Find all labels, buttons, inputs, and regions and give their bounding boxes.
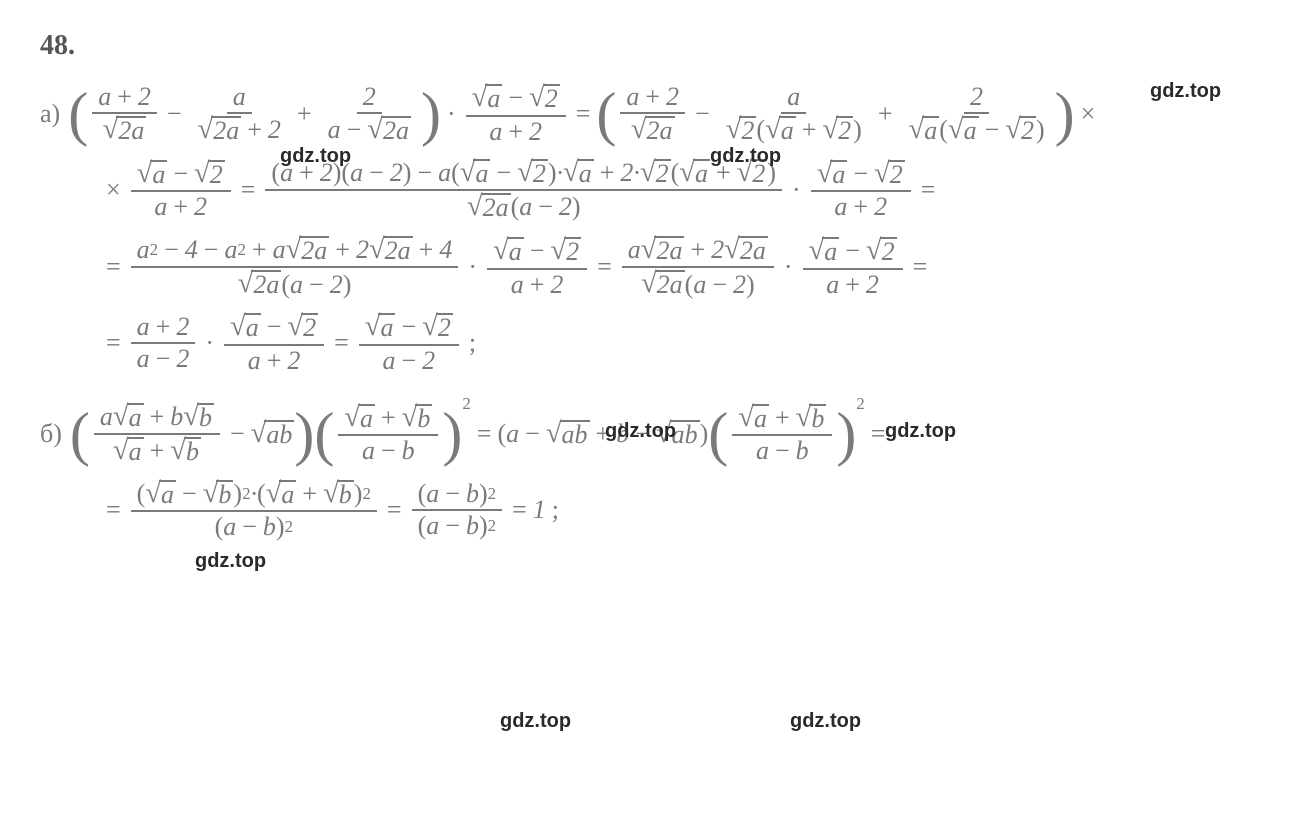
watermark: gdz.top: [605, 420, 676, 443]
open-paren: (: [708, 401, 728, 468]
fraction: √a−√2 a+2: [466, 82, 566, 147]
open-paren: (: [68, 82, 88, 147]
close-paren: ): [836, 401, 856, 468]
fraction: a+2 √2a: [92, 82, 157, 147]
fraction: √a+√b a−b: [732, 402, 832, 467]
fraction: (a−b)2 (a−b)2: [412, 479, 502, 541]
watermark: gdz.top: [710, 145, 781, 168]
fraction: a+2 √2a: [620, 82, 685, 147]
watermark: gdz.top: [790, 710, 861, 733]
watermark: gdz.top: [885, 420, 956, 443]
part-b-line-2: = (√a−√b)2·(√a+√b)2 (a−b)2 = (a−b)2 (a−b…: [100, 478, 1255, 543]
fraction: 2 a−√2a: [322, 82, 417, 147]
fraction: a√a+b√b √a+√b: [94, 401, 220, 468]
part-b-label: б): [40, 421, 62, 447]
open-paren: (: [70, 401, 90, 468]
close-paren: ): [1055, 82, 1075, 147]
fraction: √a−√2 a+2: [131, 158, 231, 223]
fraction: √a−√2 a+2: [811, 158, 911, 223]
fraction: 2 √a(√a−√2): [902, 82, 1050, 147]
fraction: a √2a+2: [192, 82, 287, 147]
fraction: a √2(√a+√2): [720, 82, 868, 147]
close-paren: ): [294, 401, 314, 468]
fraction: a+2 a−2: [131, 312, 196, 374]
part-a-line-3: = a2−4−a2+a√2a+2√2a+4 √2a(a−2) · √a−√2 a…: [100, 234, 1255, 301]
fraction: √a−√2 a+2: [224, 311, 324, 376]
watermark: gdz.top: [195, 550, 266, 573]
fraction: √a−√2 a+2: [803, 235, 903, 300]
fraction: (√a−√b)2·(√a+√b)2 (a−b)2: [131, 478, 377, 543]
close-paren: ): [442, 401, 462, 468]
open-paren: (: [314, 401, 334, 468]
fraction: a√2a+2√2a √2a(a−2): [622, 234, 774, 301]
fraction: √a−√2 a+2: [487, 235, 587, 300]
part-a-label: а): [40, 101, 60, 127]
part-a-line-2: × √a−√2 a+2 = (a+2)(a−2)−a(√a−√2)·√a+2·√…: [100, 157, 1255, 224]
close-paren: ): [421, 82, 441, 147]
part-a-line-1: а) ( a+2 √2a − a √2a+2 + 2 a−√2a ) · √a−…: [40, 82, 1255, 147]
part-a-line-4: = a+2 a−2 · √a−√2 a+2 = √a−√2 a−2 ;: [100, 311, 1255, 376]
fraction: √a+√b a−b: [338, 402, 438, 467]
watermark: gdz.top: [500, 710, 571, 733]
fraction: √a−√2 a−2: [359, 311, 459, 376]
open-paren: (: [596, 82, 616, 147]
watermark: gdz.top: [1150, 80, 1221, 103]
math-solution-page: 48. а) ( a+2 √2a − a √2a+2 + 2 a−√2a ) ·…: [40, 30, 1255, 542]
watermark: gdz.top: [280, 145, 351, 168]
problem-number: 48.: [40, 30, 1255, 62]
fraction: a2−4−a2+a√2a+2√2a+4 √2a(a−2): [131, 234, 459, 301]
